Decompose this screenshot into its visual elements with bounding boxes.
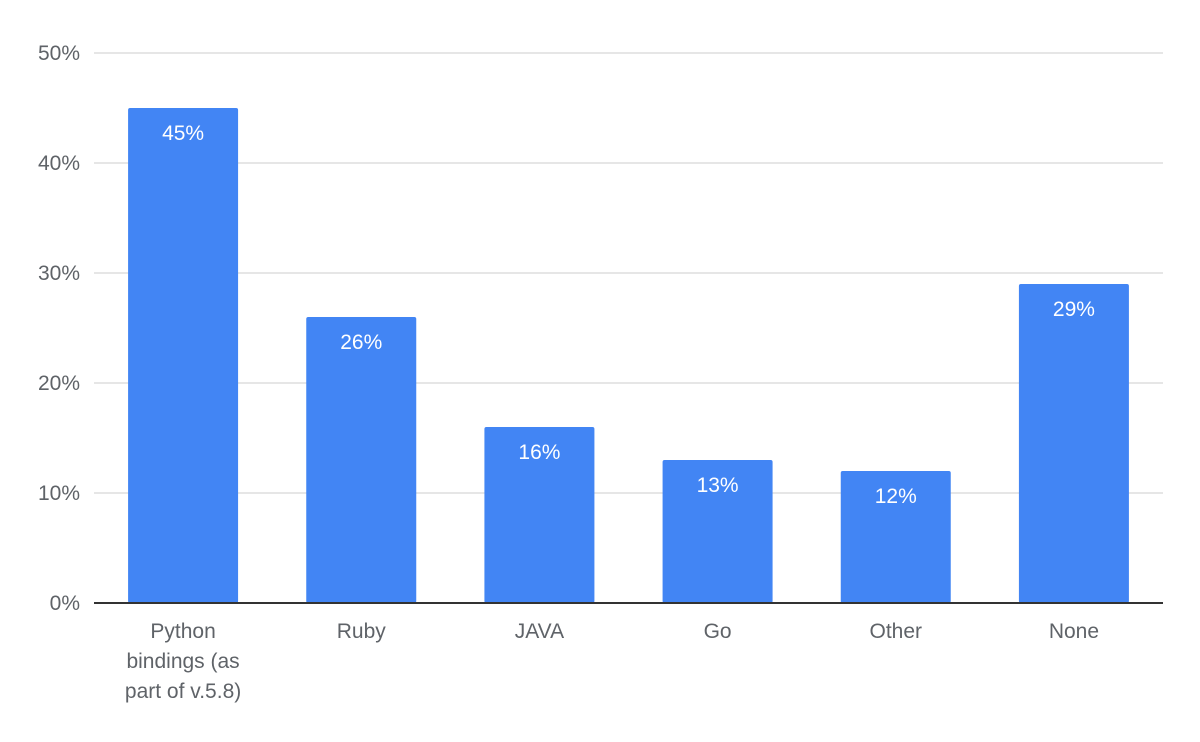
bar-data-label: 26%: [340, 331, 382, 354]
gridlines: [94, 52, 1163, 494]
x-tick-label: Other: [869, 620, 922, 643]
bar-data-label: 13%: [697, 474, 739, 497]
bar-data-label: 16%: [518, 441, 560, 464]
bar: [484, 427, 595, 603]
bar-data-label: 29%: [1053, 298, 1095, 321]
x-tick-label: Ruby: [337, 620, 387, 643]
bar: [306, 317, 417, 603]
x-axis-tick-labels: Python bindings (as part of v.5.8) Ruby JAVA…: [125, 620, 1099, 703]
bar-data-label: 12%: [875, 485, 917, 508]
bar: [128, 108, 239, 603]
x-tick-label: Go: [704, 620, 732, 643]
y-tick-label: 50%: [38, 42, 80, 65]
x-tick-label: bindings (as: [126, 650, 239, 673]
x-tick-label: Python: [150, 620, 215, 643]
y-tick-label: 30%: [38, 262, 80, 285]
y-tick-label: 0%: [50, 592, 80, 615]
y-tick-label: 40%: [38, 152, 80, 175]
x-tick-label: part of v.5.8): [125, 680, 241, 703]
x-tick-label: JAVA: [515, 620, 564, 643]
bar: [1018, 284, 1129, 603]
y-tick-label: 20%: [38, 372, 80, 395]
y-tick-label: 10%: [38, 482, 80, 505]
x-tick-label: None: [1049, 620, 1099, 643]
bars: 45% 26% 16% 13% 12% 29%: [128, 108, 1129, 603]
bar-data-label: 45%: [162, 122, 204, 145]
bar: [662, 460, 773, 603]
y-axis-tick-labels: 0% 10% 20% 30% 40% 50%: [38, 42, 80, 615]
bar: [840, 471, 951, 603]
